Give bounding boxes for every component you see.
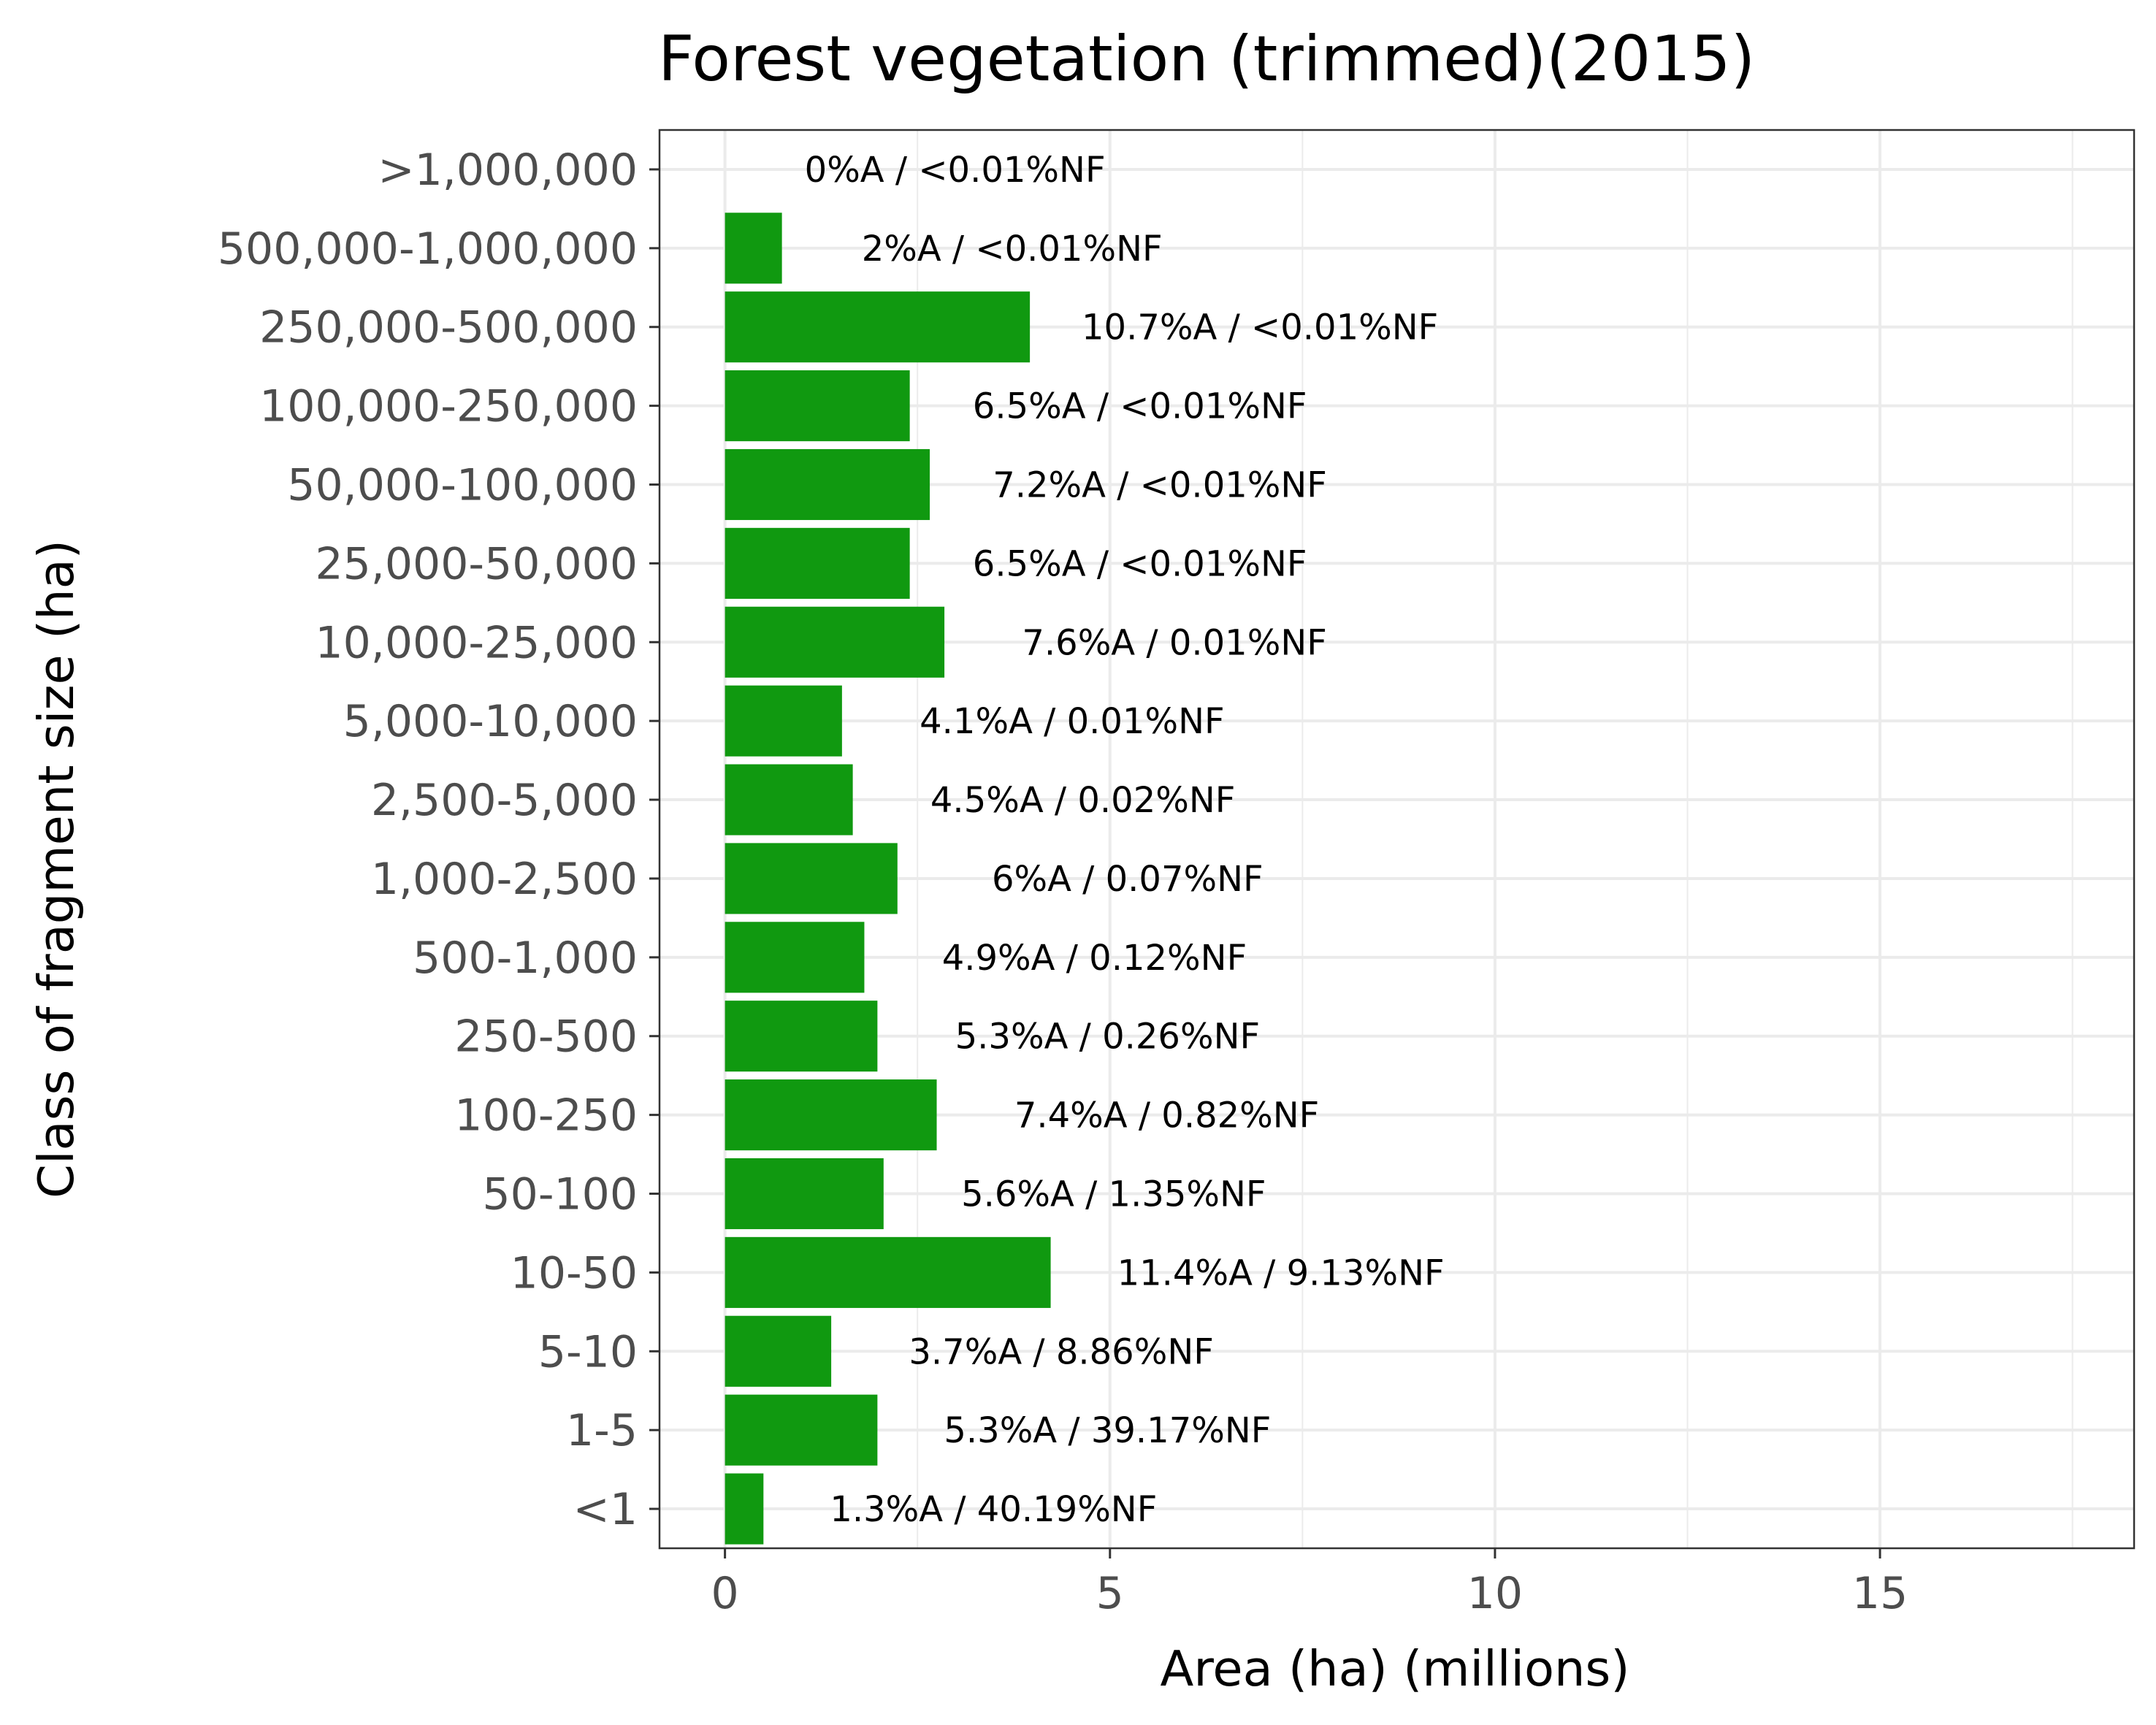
bar (725, 685, 842, 757)
y-axis-title: Class of fragment size (ha) (28, 540, 85, 1198)
y-tick-label: 5,000-10,000 (343, 696, 638, 747)
bar (725, 922, 865, 993)
bar-data-label: 7.6%A / 0.01%NF (1022, 622, 1326, 663)
x-tick-label: 0 (711, 1568, 739, 1619)
bar (725, 1473, 764, 1545)
bar (725, 1079, 937, 1151)
bar-data-label: 10.7%A / <0.01%NF (1082, 307, 1438, 348)
y-tick-label: 1,000-2,500 (371, 854, 638, 905)
plot-panel-border (658, 129, 2136, 1550)
bar-data-label: 5.6%A / 1.35%NF (961, 1174, 1266, 1215)
x-tick-label: 15 (1852, 1568, 1908, 1619)
y-tick-label: 2,500-5,000 (371, 775, 638, 826)
y-tick-label: 500,000-1,000,000 (218, 223, 638, 275)
bar-data-label: 11.4%A / 9.13%NF (1117, 1252, 1445, 1293)
bar (725, 1158, 884, 1230)
bar-data-label: 2%A / <0.01%NF (862, 229, 1163, 269)
bar-data-label: 6.5%A / <0.01%NF (973, 543, 1307, 584)
bar (725, 1315, 832, 1387)
x-axis: 0 5 10 15 (711, 1548, 1908, 1619)
y-tick-label: 25,000-50,000 (315, 538, 638, 589)
x-axis-title: Area (ha) (millions) (1161, 1640, 1630, 1697)
bar-data-label: 5.3%A / 39.17%NF (944, 1410, 1271, 1451)
y-tick-label: <1 (573, 1484, 638, 1535)
bar-data-label: 7.4%A / 0.82%NF (1014, 1095, 1319, 1136)
bar (725, 1001, 878, 1072)
grid-lines (660, 130, 2134, 1548)
bar (725, 448, 930, 521)
bar-data-label: 6%A / 0.07%NF (992, 859, 1264, 900)
y-tick-label: 100,000-250,000 (259, 381, 638, 432)
bar (725, 213, 782, 284)
y-tick-label: 50,000-100,000 (287, 460, 638, 511)
y-tick-label: 500-1,000 (413, 933, 638, 984)
x-tick-label: 5 (1096, 1568, 1124, 1619)
bar (725, 1236, 1051, 1308)
bar-data-label: 3.7%A / 8.86%NF (909, 1331, 1213, 1372)
y-tick-label: 5-10 (538, 1326, 638, 1377)
bar (725, 764, 853, 835)
bar-data-label: 4.1%A / 0.01%NF (920, 701, 1224, 742)
y-axis: >1,000,000 500,000-1,000,000 250,000-500,0… (218, 145, 660, 1535)
y-tick-label: 50-100 (482, 1169, 638, 1220)
bars (725, 213, 1051, 1545)
bar-data-label: 0%A / <0.01%NF (805, 150, 1106, 191)
x-tick-label: 10 (1467, 1568, 1523, 1619)
bar-data-label: 5.3%A / 0.26%NF (955, 1017, 1260, 1057)
y-tick-label: 1-5 (566, 1405, 638, 1456)
y-tick-label: 250,000-500,000 (259, 302, 638, 353)
bar-data-label: 1.3%A / 40.19%NF (830, 1489, 1157, 1530)
y-tick-label: 100-250 (454, 1090, 638, 1141)
y-tick-label: 250-500 (454, 1011, 638, 1063)
y-tick-label: >1,000,000 (378, 145, 638, 196)
chart-title: Forest vegetation (trimmed)(2015) (658, 23, 1755, 96)
bar (725, 843, 898, 914)
bar-data-label: 4.9%A / 0.12%NF (942, 938, 1247, 979)
bar (725, 291, 1031, 363)
y-tick-label: 10-50 (511, 1247, 638, 1298)
y-tick-label: 10,000-25,000 (315, 617, 638, 668)
bar (725, 527, 910, 599)
bar (725, 606, 945, 678)
bar-data-label: 4.5%A / 0.02%NF (930, 780, 1235, 821)
bar-data-label: 6.5%A / <0.01%NF (973, 386, 1307, 427)
bar (725, 1394, 878, 1466)
bar-labels: 0%A / <0.01%NF 2%A / <0.01%NF 10.7%A / <0.… (805, 150, 1445, 1530)
bar-data-label: 7.2%A / <0.01%NF (993, 465, 1327, 506)
bar (725, 370, 910, 442)
